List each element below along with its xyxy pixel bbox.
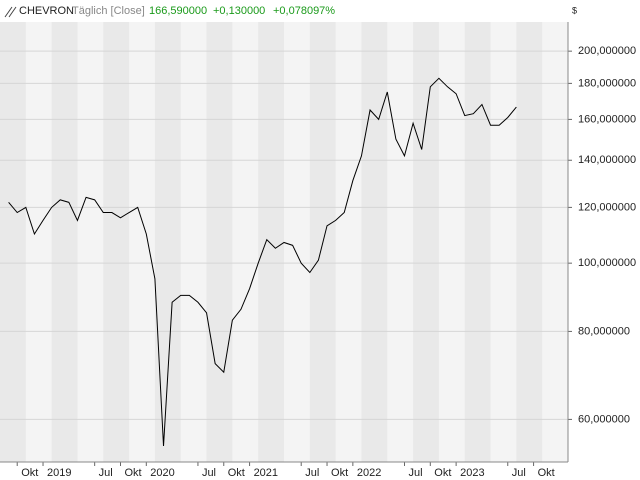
- quarter-band: [206, 22, 233, 462]
- x-tick-label: 2022: [357, 467, 381, 479]
- change-pct: +0,078097%: [273, 5, 335, 17]
- instrument: CHEVRON: [19, 5, 74, 17]
- x-tick-label: Okt: [434, 467, 451, 479]
- y-tick-label: 140,000000: [578, 154, 636, 166]
- x-tick-label: Okt: [21, 467, 38, 479]
- y-tick-label: 80,000000: [578, 325, 630, 337]
- quarter-band: [154, 22, 181, 462]
- x-tick-label: 2019: [47, 467, 71, 479]
- plot-area: [0, 22, 568, 462]
- x-tick-label: Okt: [228, 467, 245, 479]
- y-tick-label: 200,000000: [578, 45, 636, 57]
- quarter-band: [51, 22, 78, 462]
- x-tick-label: Okt: [538, 467, 555, 479]
- subtitle: Täglich [Close]: [72, 5, 145, 17]
- y-tick-label: 60,000000: [578, 413, 630, 425]
- x-tick-label: Jul: [512, 467, 526, 479]
- x-tick-label: Jul: [99, 467, 113, 479]
- chart-icon: [4, 6, 17, 18]
- x-tick-label: Okt: [124, 467, 141, 479]
- quarter-band: [0, 22, 26, 462]
- quarter-band: [103, 22, 130, 462]
- y-tick-label: 120,000000: [578, 201, 636, 213]
- x-tick-label: Jul: [408, 467, 422, 479]
- x-tick-label: Jul: [202, 467, 216, 479]
- change: +0,130000: [213, 5, 265, 17]
- currency: $: [572, 5, 577, 15]
- y-tick-label: 160,000000: [578, 113, 636, 125]
- quarter-band: [361, 22, 388, 462]
- x-tick-label: Okt: [331, 467, 348, 479]
- quarter-band: [413, 22, 439, 462]
- x-tick-label: 2020: [150, 467, 174, 479]
- quarter-band: [464, 22, 491, 462]
- x-tick-label: 2021: [254, 467, 278, 479]
- y-tick-label: 180,000000: [578, 77, 636, 89]
- quarter-band: [516, 22, 543, 462]
- quarter-band: [258, 22, 284, 462]
- price-line: [8, 77, 517, 447]
- last-price: 166,590000: [149, 5, 207, 17]
- y-tick-label: 100,000000: [578, 257, 636, 269]
- x-tick-label: 2023: [460, 467, 484, 479]
- x-tick-label: Jul: [305, 467, 319, 479]
